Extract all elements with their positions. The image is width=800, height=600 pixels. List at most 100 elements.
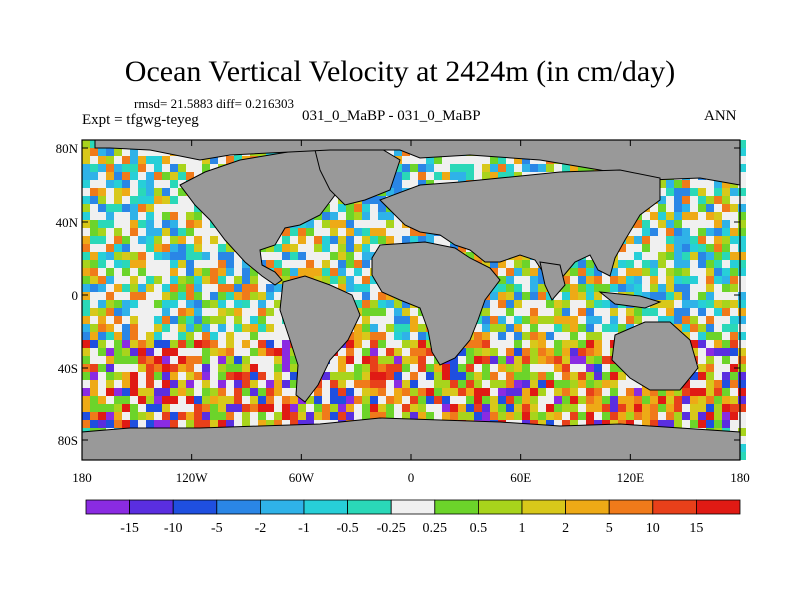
field-cell: [730, 332, 738, 340]
field-cell: [594, 332, 602, 340]
field-cell: [666, 404, 674, 412]
field-cell: [594, 412, 602, 420]
field-cell: [170, 300, 178, 308]
field-cell: [514, 308, 522, 316]
field-cell: [234, 332, 242, 340]
field-cell: [602, 324, 610, 332]
field-cell: [130, 348, 138, 356]
field-cell: [386, 148, 394, 156]
field-cell: [442, 412, 450, 420]
field-cell: [266, 308, 274, 316]
field-cell: [138, 252, 146, 260]
field-cell: [618, 244, 626, 252]
lon-tick-label: 60E: [510, 470, 531, 485]
field-cell: [106, 372, 114, 380]
field-cell: [378, 220, 386, 228]
field-cell: [610, 380, 618, 388]
field-cell: [578, 396, 586, 404]
field-cell: [98, 228, 106, 236]
field-cell: [194, 412, 202, 420]
field-cell: [274, 308, 282, 316]
field-cell: [210, 412, 218, 420]
field-cell: [490, 172, 498, 180]
field-cell: [506, 316, 514, 324]
field-cell: [722, 252, 730, 260]
field-cell: [122, 284, 130, 292]
field-cell: [226, 276, 234, 284]
field-cell: [578, 340, 586, 348]
field-cell: [130, 268, 138, 276]
field-cell: [98, 388, 106, 396]
field-cell: [194, 292, 202, 300]
field-cell: [170, 212, 178, 220]
field-cell: [538, 372, 546, 380]
field-cell: [626, 420, 634, 428]
field-cell: [506, 172, 514, 180]
field-cell: [466, 380, 474, 388]
field-cell: [562, 404, 570, 412]
field-cell: [714, 372, 722, 380]
field-cell: [522, 348, 530, 356]
field-cell: [154, 244, 162, 252]
field-cell: [642, 220, 650, 228]
field-cell: [586, 340, 594, 348]
field-cell: [546, 332, 554, 340]
field-cell: [106, 292, 114, 300]
field-cell: [170, 284, 178, 292]
field-cell: [522, 324, 530, 332]
field-cell: [154, 156, 162, 164]
field-cell: [490, 332, 498, 340]
field-cell: [98, 188, 106, 196]
field-cell: [714, 332, 722, 340]
field-cell: [338, 412, 346, 420]
field-cell: [658, 268, 666, 276]
field-cell: [322, 396, 330, 404]
field-cell: [554, 412, 562, 420]
field-cell: [402, 356, 410, 364]
field-cell: [98, 212, 106, 220]
field-cell: [114, 316, 122, 324]
field-cell: [322, 388, 330, 396]
field-cell: [450, 396, 458, 404]
field-cell: [666, 204, 674, 212]
field-cell: [194, 356, 202, 364]
field-cell: [698, 412, 706, 420]
field-cell: [362, 324, 370, 332]
field-cell: [242, 292, 250, 300]
field-cell: [506, 340, 514, 348]
field-cell: [738, 284, 746, 292]
field-cell: [210, 268, 218, 276]
field-cell: [338, 252, 346, 260]
field-cell: [274, 388, 282, 396]
field-cell: [578, 332, 586, 340]
field-cell: [82, 220, 90, 228]
field-cell: [106, 404, 114, 412]
field-cell: [114, 148, 122, 156]
field-cell: [530, 332, 538, 340]
field-cell: [138, 332, 146, 340]
field-cell: [682, 380, 690, 388]
field-cell: [674, 188, 682, 196]
field-cell: [346, 356, 354, 364]
field-cell: [170, 180, 178, 188]
field-cell: [626, 380, 634, 388]
field-cell: [674, 412, 682, 420]
field-cell: [378, 324, 386, 332]
field-cell: [82, 156, 90, 164]
field-cell: [234, 380, 242, 388]
field-cell: [210, 300, 218, 308]
field-cell: [698, 300, 706, 308]
field-cell: [170, 332, 178, 340]
field-cell: [218, 404, 226, 412]
field-cell: [458, 388, 466, 396]
field-cell: [282, 356, 290, 364]
field-cell: [682, 396, 690, 404]
field-cell: [386, 388, 394, 396]
field-cell: [618, 388, 626, 396]
field-cell: [226, 308, 234, 316]
field-cell: [586, 420, 594, 428]
field-cell: [658, 260, 666, 268]
field-cell: [674, 252, 682, 260]
field-cell: [450, 164, 458, 172]
